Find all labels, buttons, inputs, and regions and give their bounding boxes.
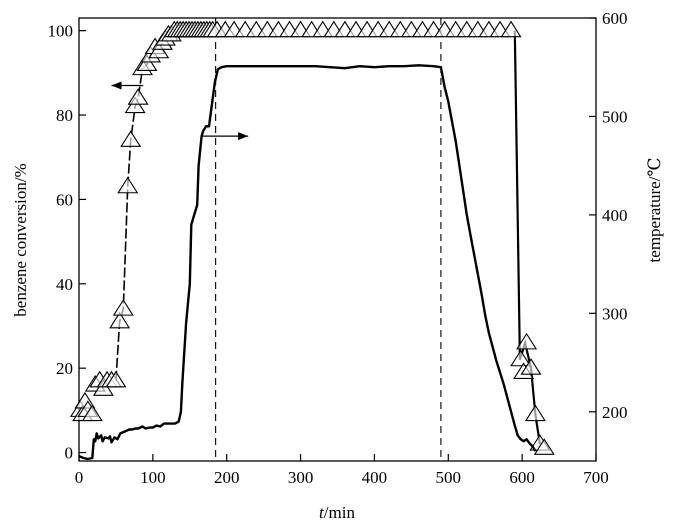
dashed-lines — [215, 18, 442, 461]
annotation-arrow-head — [238, 132, 249, 141]
y-right-tick-label: 400 — [602, 206, 628, 225]
y-right-tick-label: 600 — [602, 9, 628, 28]
series-benzene-conversion — [69, 20, 555, 455]
conversion-drop-line — [513, 30, 541, 445]
x-axis-label: t/min — [319, 503, 355, 522]
conversion-point — [127, 88, 149, 105]
x-tick-label: 400 — [362, 468, 388, 487]
x-tick-label: 700 — [583, 468, 609, 487]
x-tick-label: 600 — [509, 468, 535, 487]
x-tick-label: 500 — [436, 468, 462, 487]
annotation-arrows — [111, 81, 249, 141]
y-left-tick-label: 80 — [56, 106, 73, 125]
conversion-point — [92, 379, 114, 396]
x-tick-label: 200 — [214, 468, 240, 487]
conversion-point — [524, 404, 546, 422]
x-tick-label: 100 — [140, 468, 166, 487]
conversion-point — [124, 96, 146, 114]
conversion-point — [500, 20, 522, 38]
conversion-point — [109, 311, 131, 329]
annotation-arrow-head — [111, 81, 122, 90]
conversion-point — [520, 358, 542, 375]
x-tick-label: 300 — [288, 468, 314, 487]
conversion-point — [105, 370, 127, 388]
conversion-point — [533, 438, 555, 455]
plot-frame — [78, 17, 597, 462]
series-temperature — [78, 64, 537, 461]
conversion-point — [516, 332, 538, 350]
y-axis-right-label: temperature/℃ — [645, 158, 664, 263]
conversion-point — [510, 349, 532, 367]
conversion-point — [148, 41, 170, 59]
y-axis-left: 0 20 40 60 80 100 — [48, 22, 86, 463]
conversion-point — [112, 299, 134, 316]
x-axis: 0 100 200 300 400 500 600 700 — [75, 454, 609, 487]
y-axis-right: 200 300 400 500 600 — [589, 9, 628, 422]
x-tick-label: 0 — [75, 468, 84, 487]
conversion-point — [81, 404, 103, 422]
y-left-tick-label: 0 — [65, 444, 74, 463]
y-left-tick-label: 20 — [56, 359, 73, 378]
y-left-tick-label: 60 — [56, 190, 73, 209]
y-left-tick-label: 100 — [48, 22, 74, 41]
conversion-point — [136, 54, 158, 71]
y-axis-left-label: benzene conversion/% — [11, 163, 30, 316]
conversion-point — [117, 176, 139, 194]
y-right-tick-label: 500 — [602, 107, 628, 126]
temperature-line — [78, 64, 537, 461]
y-right-tick-label: 200 — [602, 403, 628, 422]
conversion-point — [120, 130, 142, 147]
y-left-tick-label: 40 — [56, 275, 73, 294]
y-right-tick-label: 300 — [602, 304, 628, 323]
